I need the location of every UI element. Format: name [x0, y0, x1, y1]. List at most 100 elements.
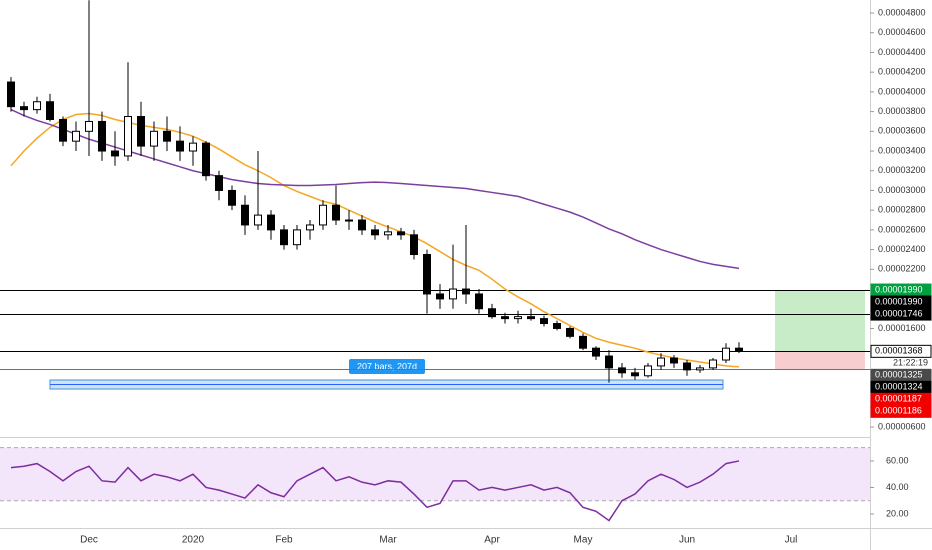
- y-tick-label: 0.00002200: [878, 264, 926, 274]
- candle-body: [579, 335, 587, 349]
- candle-body: [267, 214, 275, 231]
- price-tag: [870, 404, 932, 418]
- y-tick-label: 0.00002800: [878, 205, 926, 215]
- x-tick-label: Jun: [679, 535, 695, 546]
- moving-average: [10, 108, 740, 270]
- candle-body: [553, 323, 561, 329]
- price-tag: [870, 307, 932, 321]
- candle-body: [111, 150, 119, 157]
- y-tick-label: 0.00003400: [878, 145, 926, 155]
- candle-body: [319, 204, 327, 226]
- candle-body: [722, 347, 730, 361]
- candle-body: [59, 118, 67, 142]
- x-tick-label: Jul: [785, 535, 798, 546]
- price-tag-label: 0.00001990: [875, 284, 923, 294]
- candle-body: [189, 142, 197, 152]
- x-tick-label: May: [574, 535, 593, 546]
- candle-body: [436, 293, 444, 300]
- y-tick-label: 0.00003600: [878, 126, 926, 136]
- candle-body: [657, 357, 665, 367]
- candle-body: [20, 106, 28, 111]
- price-tag-label: 0.00001746: [875, 308, 923, 318]
- y-tick-label: 40.00: [886, 482, 909, 492]
- candle-body: [475, 293, 483, 310]
- candle-body: [566, 327, 574, 337]
- y-tick-label: 0.00003800: [878, 106, 926, 116]
- candle-body: [254, 214, 262, 226]
- measure-label-box: [349, 359, 425, 374]
- y-tick-label: 0.00003000: [878, 185, 926, 195]
- y-tick-label: 0.00004800: [878, 7, 926, 17]
- price-tag-label: 0.00001325: [875, 370, 923, 380]
- candle-body: [293, 229, 301, 246]
- candle-body: [215, 175, 223, 191]
- candle-body: [527, 316, 535, 320]
- y-tick-label: 0.00004000: [878, 86, 926, 96]
- candle-body: [371, 229, 379, 236]
- candle-body: [332, 204, 340, 221]
- rsi-line: [10, 460, 740, 522]
- candle-body: [163, 130, 171, 142]
- x-tick-label: 2020: [182, 535, 205, 546]
- moving-average: [10, 112, 740, 368]
- candle-body: [501, 316, 509, 320]
- candle-body: [7, 81, 15, 108]
- candle-body: [85, 120, 93, 132]
- measure-label: 207 bars, 207d: [357, 361, 417, 371]
- candle-body: [631, 372, 639, 377]
- candle-body: [462, 288, 470, 295]
- price-tag-label: 0.00001187: [875, 394, 922, 404]
- y-tick-label: 0.00004200: [878, 67, 926, 77]
- candle-body: [644, 365, 652, 377]
- candle-body: [72, 130, 80, 142]
- y-tick-label: 0.00002600: [878, 224, 926, 234]
- candle-body: [280, 229, 288, 246]
- y-tick-label: 0.00003200: [878, 165, 926, 175]
- candle-body: [358, 219, 366, 231]
- candle-body: [592, 347, 600, 357]
- candle-body: [241, 204, 249, 226]
- x-tick-label: Mar: [379, 535, 397, 546]
- x-tick-label: Dec: [80, 535, 98, 546]
- price-tag: [870, 344, 932, 358]
- candle-body: [735, 347, 743, 352]
- candle-body: [423, 254, 431, 295]
- candle-body: [306, 224, 314, 231]
- x-tick-label: Feb: [275, 535, 293, 546]
- candle-body: [33, 101, 41, 111]
- candle-body: [709, 359, 717, 369]
- y-tick-label: 60.00: [886, 455, 909, 465]
- y-tick-label: 0.00000600: [878, 421, 926, 431]
- position-target-zone: [775, 290, 865, 352]
- candle-body: [98, 120, 106, 152]
- y-tick-label: 0.00001600: [878, 323, 926, 333]
- candle-body: [202, 142, 210, 177]
- y-tick-label: 0.00004400: [878, 47, 926, 57]
- candle-body: [514, 316, 522, 320]
- candle-body: [137, 116, 145, 147]
- price-tag-label: 0.00001324: [875, 382, 923, 392]
- y-tick-label: 0.00002400: [878, 244, 926, 254]
- candle-body: [345, 219, 353, 222]
- candle-body: [384, 231, 392, 236]
- candle-body: [397, 231, 405, 236]
- candle-body: [540, 318, 548, 325]
- price-tag-label: 0.00001990: [875, 296, 923, 306]
- candle-body: [683, 362, 691, 371]
- countdown: 21:22:19: [893, 358, 928, 368]
- candle-body: [124, 116, 132, 157]
- candle-body: [696, 367, 704, 371]
- x-tick-label: Apr: [484, 535, 500, 546]
- candle-body: [150, 130, 158, 147]
- y-tick-label: 0.00004600: [878, 27, 926, 37]
- rsi-band: [0, 447, 870, 501]
- price-tag-label: 0.00001186: [875, 406, 922, 416]
- candle-body: [488, 308, 496, 318]
- candle-body: [410, 234, 418, 256]
- candle-body: [670, 357, 678, 364]
- position-stop-zone: [775, 351, 865, 370]
- candle-body: [605, 355, 613, 369]
- candle-body: [46, 101, 54, 120]
- candle-body: [618, 367, 626, 374]
